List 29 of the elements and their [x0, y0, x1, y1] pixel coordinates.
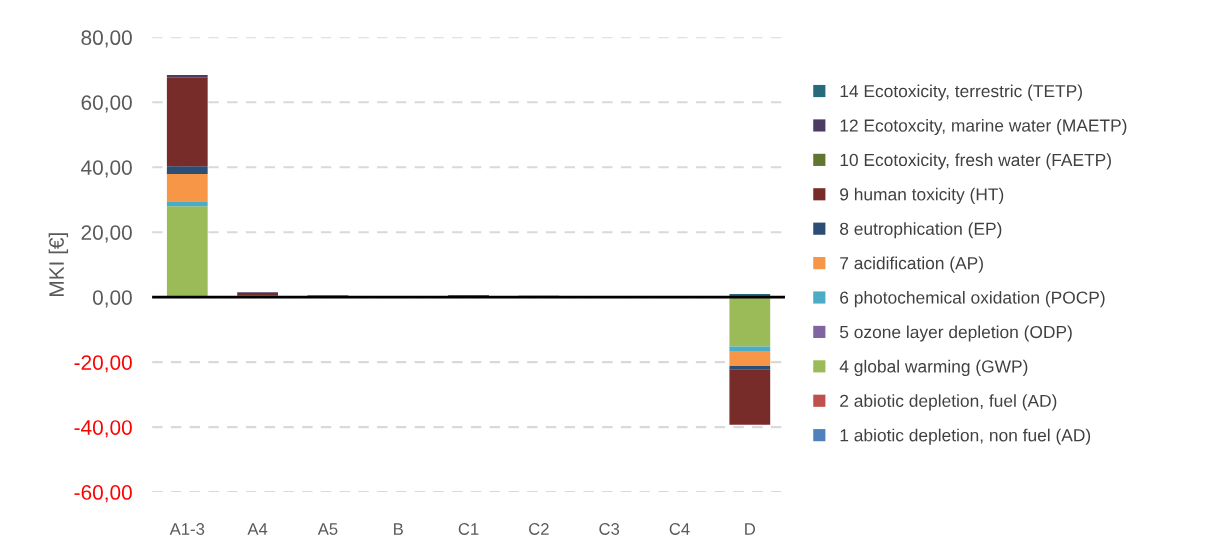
y-tick-label: 20,00: [81, 225, 132, 243]
legend-label: 14 Ecotoxicity, terrestric (TETP): [840, 84, 1082, 101]
x-tick-label: C1: [458, 523, 479, 535]
legend-label: 10 Ecotoxicity, fresh water (FAETP): [840, 153, 1111, 170]
legend-label: 7 acidification (AP): [840, 256, 983, 273]
y-tick-label: 40,00: [81, 160, 132, 178]
y-tick-label: -40,00: [74, 420, 132, 438]
legend-label: 4 global warming (GWP): [839, 359, 1028, 377]
x-tick-label: D: [745, 523, 756, 535]
y-tick-label: -20,00: [74, 355, 132, 373]
legend-label: 5 ozone layer depletion (ODP): [839, 325, 1072, 342]
y-axis-title: MKI [€]: [48, 233, 69, 296]
x-tick-label: A5: [317, 523, 338, 535]
x-tick-label: C4: [669, 523, 690, 535]
legend-label: 2 abiotic depletion, fuel (AD): [840, 394, 1057, 411]
legend-label: 8 eutrophication (EP): [840, 222, 1002, 239]
x-tick-label: A4: [247, 523, 268, 535]
y-tick-label: -60,00: [74, 485, 132, 503]
x-tick-label: C3: [599, 523, 620, 535]
legend-label: 12 Ecotoxcity, marine water (MAETP): [840, 118, 1127, 136]
y-tick-label: 60,00: [81, 95, 132, 113]
y-tick-label: 80,00: [81, 30, 132, 48]
legend-label: 9 human toxicity (HT): [840, 187, 1004, 204]
legend-label: 6 photochemical oxidation (POCP): [840, 291, 1105, 308]
x-tick-label: A1-3: [169, 523, 205, 535]
legend-label: 1 abiotic depletion, non fuel (AD): [840, 428, 1091, 445]
x-tick-label: C2: [529, 523, 549, 535]
y-tick-label: 0,00: [92, 290, 132, 308]
x-tick-label: B: [394, 523, 403, 535]
